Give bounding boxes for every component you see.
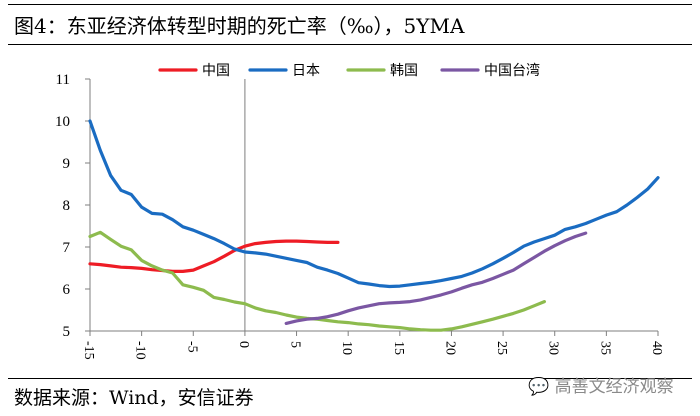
series-line-japan (88, 119, 660, 289)
wechat-watermark: 💬 高善文经济观察 (528, 376, 674, 398)
y-tick-label: 6 (63, 282, 71, 298)
y-tick-label: 10 (55, 114, 70, 130)
x-tick-label: -10 (133, 341, 148, 360)
x-tick-label: 20 (442, 341, 457, 355)
series-lines (88, 119, 660, 332)
wechat-icon: 💬 (528, 377, 550, 397)
x-tick-label: 0 (236, 341, 251, 348)
top-rule (8, 4, 692, 5)
x-tick-label: 35 (597, 341, 612, 355)
legend: 中国 日本 韩国 中国台湾 (158, 62, 540, 79)
x-tick-label: 40 (649, 341, 664, 355)
series-line-taiwan (284, 231, 588, 325)
x-tick-label: 15 (391, 341, 406, 355)
watermark-text: 高善文经济观察 (554, 377, 674, 397)
y-tick-label: 8 (63, 198, 71, 214)
title-rule (8, 44, 692, 45)
x-tick-label: 30 (546, 341, 561, 355)
legend-label-taiwan: 中国台湾 (484, 62, 540, 79)
legend-label-japan: 日本 (292, 63, 320, 79)
x-tick-label: 25 (494, 341, 509, 355)
y-tick-label: 5 (63, 324, 71, 340)
footer-rule (8, 378, 692, 379)
y-tick-label: 7 (63, 240, 71, 256)
axes: 5 6 7 8 9 10 11 -15 -10 -5 0 5 10 15 20 25 30 35 40 (55, 72, 664, 360)
figure-title: 图4：东亚经济体转型时期的死亡率（‰），5YMA (14, 14, 465, 38)
x-tick-label: -5 (184, 341, 199, 353)
data-source-note: 数据来源：Wind，安信证券 (14, 387, 254, 409)
series-line-korea (88, 230, 547, 332)
y-tick-label: 9 (63, 156, 71, 172)
x-tick-label: -15 (81, 341, 96, 360)
y-tick-label: 11 (56, 72, 70, 88)
series-line-china (88, 239, 340, 273)
mortality-line-chart: 5 6 7 8 9 10 11 -15 -10 -5 0 5 10 15 20 25 30 35 40 中国 日本 韩国… (55, 62, 664, 360)
legend-label-china: 中国 (202, 63, 230, 79)
x-tick-label: 10 (339, 341, 354, 355)
legend-label-korea: 韩国 (390, 63, 418, 79)
x-tick-label: 5 (288, 341, 303, 348)
